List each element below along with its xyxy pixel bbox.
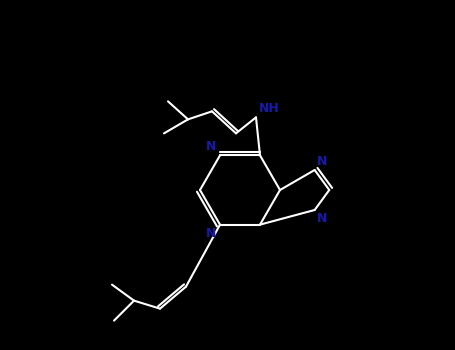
Text: N: N xyxy=(317,212,327,225)
Text: N: N xyxy=(206,140,216,153)
Text: N: N xyxy=(317,155,327,168)
Text: N: N xyxy=(206,227,216,240)
Text: NH: NH xyxy=(259,102,280,116)
